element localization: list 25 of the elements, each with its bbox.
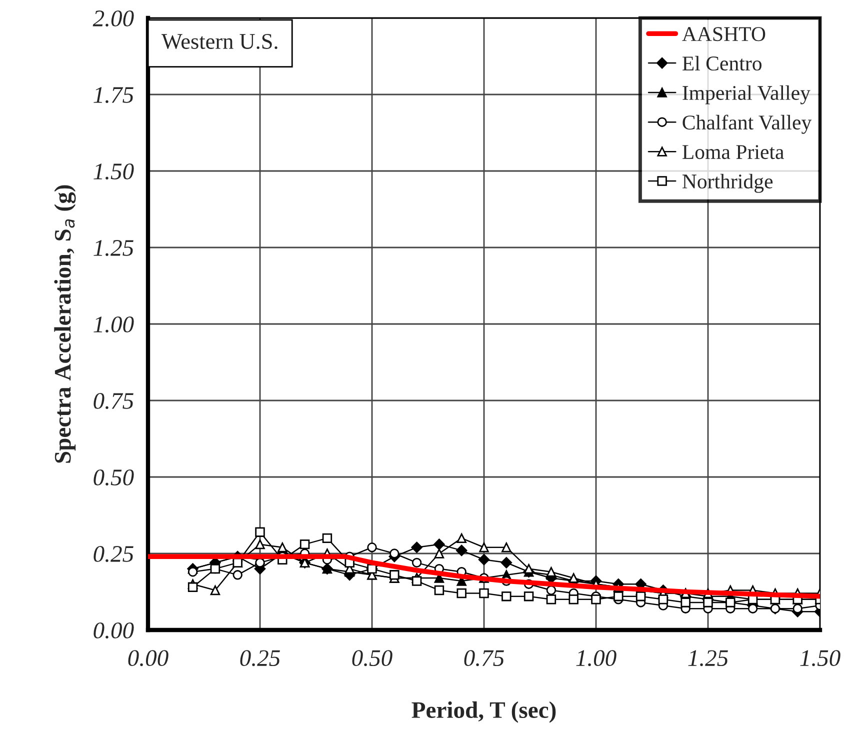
legend-label: Northridge <box>682 174 773 193</box>
legend-label: Loma Prieta <box>682 145 784 160</box>
y-tick-label: 1.00 <box>94 316 134 333</box>
y-tick-label: 1.25 <box>94 240 134 256</box>
y-tick-label: 1.50 <box>94 163 134 180</box>
y-tick-label: 0.25 <box>94 546 134 562</box>
x-tick-label: 1.50 <box>800 650 840 666</box>
legend-label: AASHTO <box>682 27 766 42</box>
x-tick-label: 0.25 <box>240 650 280 666</box>
legend-label: Imperial Valley <box>682 85 810 104</box>
x-tick-label: 0.75 <box>464 650 504 666</box>
y-tick-label: 0.75 <box>94 392 134 410</box>
x-tick-label: 0.00 <box>128 650 168 666</box>
y-axis-title: Spectra Acceleration, S$_{a}$ (g) <box>54 185 76 463</box>
y-tick-label: 0.00 <box>94 622 134 639</box>
x-axis-title: Period, T (sec) <box>412 701 556 723</box>
annotation: Western U.S. <box>161 34 278 50</box>
x-tick-label: 1.00 <box>576 650 616 666</box>
y-tick-label: 2.00 <box>92 10 134 27</box>
x-tick-label: 1.25 <box>688 650 728 666</box>
legend-label: El Centro <box>682 56 762 71</box>
legend-label: Chalfant Valley <box>682 114 812 134</box>
y-tick-label: 0.50 <box>94 469 134 486</box>
x-tick-label: 0.50 <box>352 650 392 666</box>
y-tick-label: 1.75 <box>94 87 134 104</box>
